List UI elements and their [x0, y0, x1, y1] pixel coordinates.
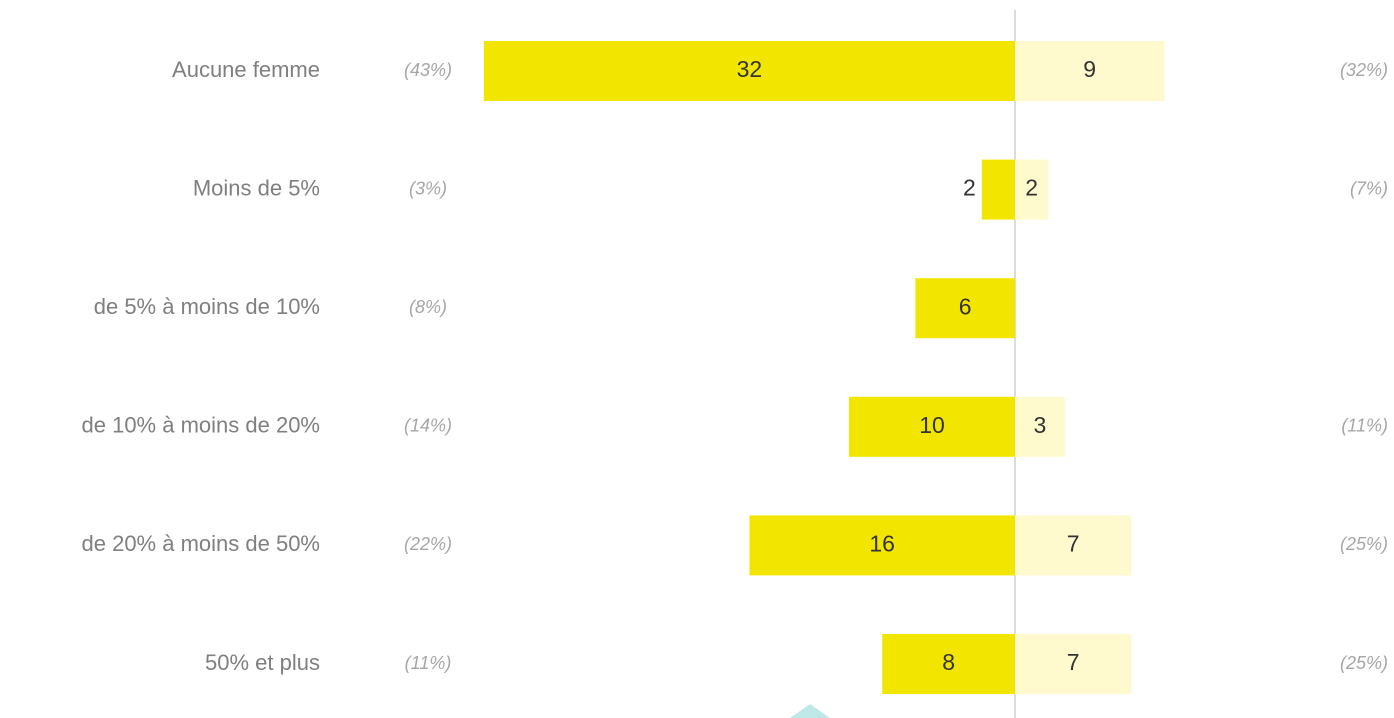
- value-label: 32: [737, 56, 763, 82]
- percent-label: (11%): [405, 653, 452, 673]
- bar: [749, 515, 1015, 576]
- bar: [1015, 159, 1049, 220]
- value-label: 7: [1067, 530, 1080, 556]
- value-label: 16: [869, 530, 895, 556]
- percent-label: (25%): [1340, 534, 1388, 554]
- bar: [1015, 515, 1132, 576]
- decoration: [790, 704, 830, 718]
- percent-label: (8%): [409, 297, 447, 317]
- bar: [483, 41, 1015, 101]
- bar: [1015, 634, 1132, 694]
- percent-label: (22%): [404, 534, 452, 554]
- bar: [915, 278, 1015, 339]
- category-label: de 20% à moins de 50%: [82, 531, 321, 556]
- value-label: 3: [1034, 412, 1047, 438]
- bar: [981, 159, 1015, 220]
- percent-label: (11%): [1341, 416, 1388, 436]
- value-label: 2: [1025, 175, 1038, 201]
- category-label: de 5% à moins de 10%: [94, 294, 320, 319]
- category-label: Aucune femme: [172, 57, 320, 82]
- value-label: 7: [1067, 649, 1080, 675]
- percent-label: (32%): [1340, 60, 1388, 80]
- percent-label: (14%): [404, 416, 452, 436]
- percent-label: (25%): [1340, 653, 1388, 673]
- category-label: Moins de 5%: [193, 175, 320, 200]
- value-label: 9: [1083, 56, 1096, 82]
- percent-label: (7%): [1350, 178, 1388, 198]
- bar: [1015, 396, 1065, 457]
- category-label: 50% et plus: [205, 650, 320, 675]
- percent-label: (43%): [404, 60, 452, 80]
- category-label: de 10% à moins de 20%: [82, 413, 321, 438]
- value-label: 6: [959, 293, 972, 319]
- value-label: 2: [963, 175, 976, 201]
- bar: [1015, 41, 1165, 101]
- value-label: 10: [919, 412, 945, 438]
- percent-label: (3%): [409, 178, 447, 198]
- bar: [882, 634, 1015, 694]
- bar: [849, 396, 1015, 457]
- value-label: 8: [942, 649, 955, 675]
